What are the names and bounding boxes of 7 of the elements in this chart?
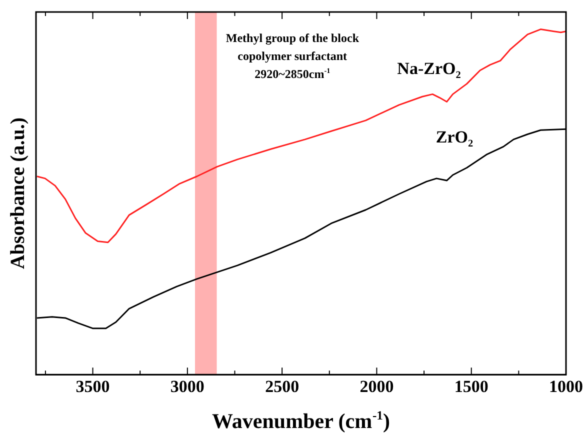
x-tick-label: 2000 [360,377,394,396]
x-tick-label: 2500 [265,377,300,396]
x-tick-label: 3000 [170,377,204,396]
x-tick-label: 1000 [549,377,583,396]
x-tick-label: 3500 [76,377,110,396]
y-axis-title: Absorbance (a.u.) [7,117,29,270]
x-tick-label: 1500 [454,377,488,396]
